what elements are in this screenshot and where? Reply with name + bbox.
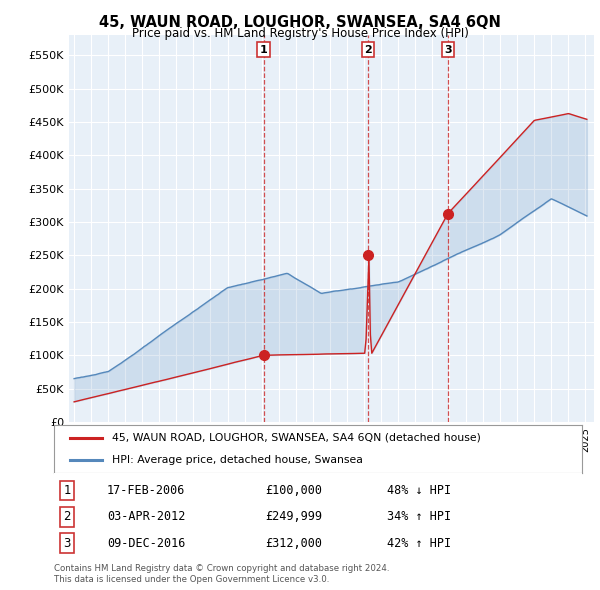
Text: 48% ↓ HPI: 48% ↓ HPI <box>386 484 451 497</box>
Text: Contains HM Land Registry data © Crown copyright and database right 2024.: Contains HM Land Registry data © Crown c… <box>54 564 389 573</box>
Text: 42% ↑ HPI: 42% ↑ HPI <box>386 536 451 549</box>
Text: 09-DEC-2016: 09-DEC-2016 <box>107 536 185 549</box>
Text: Price paid vs. HM Land Registry's House Price Index (HPI): Price paid vs. HM Land Registry's House … <box>131 27 469 40</box>
Text: 03-APR-2012: 03-APR-2012 <box>107 510 185 523</box>
Text: HPI: Average price, detached house, Swansea: HPI: Average price, detached house, Swan… <box>112 455 363 465</box>
Text: 3: 3 <box>64 536 71 549</box>
Text: £100,000: £100,000 <box>265 484 322 497</box>
Text: £312,000: £312,000 <box>265 536 322 549</box>
Text: This data is licensed under the Open Government Licence v3.0.: This data is licensed under the Open Gov… <box>54 575 329 584</box>
Text: 2: 2 <box>364 45 372 55</box>
Text: 45, WAUN ROAD, LOUGHOR, SWANSEA, SA4 6QN: 45, WAUN ROAD, LOUGHOR, SWANSEA, SA4 6QN <box>99 15 501 30</box>
Text: 3: 3 <box>444 45 452 55</box>
Text: 45, WAUN ROAD, LOUGHOR, SWANSEA, SA4 6QN (detached house): 45, WAUN ROAD, LOUGHOR, SWANSEA, SA4 6QN… <box>112 433 481 443</box>
Text: 34% ↑ HPI: 34% ↑ HPI <box>386 510 451 523</box>
Text: 1: 1 <box>260 45 268 55</box>
Text: 2: 2 <box>64 510 71 523</box>
Text: 17-FEB-2006: 17-FEB-2006 <box>107 484 185 497</box>
Text: 1: 1 <box>64 484 71 497</box>
Text: £249,999: £249,999 <box>265 510 322 523</box>
